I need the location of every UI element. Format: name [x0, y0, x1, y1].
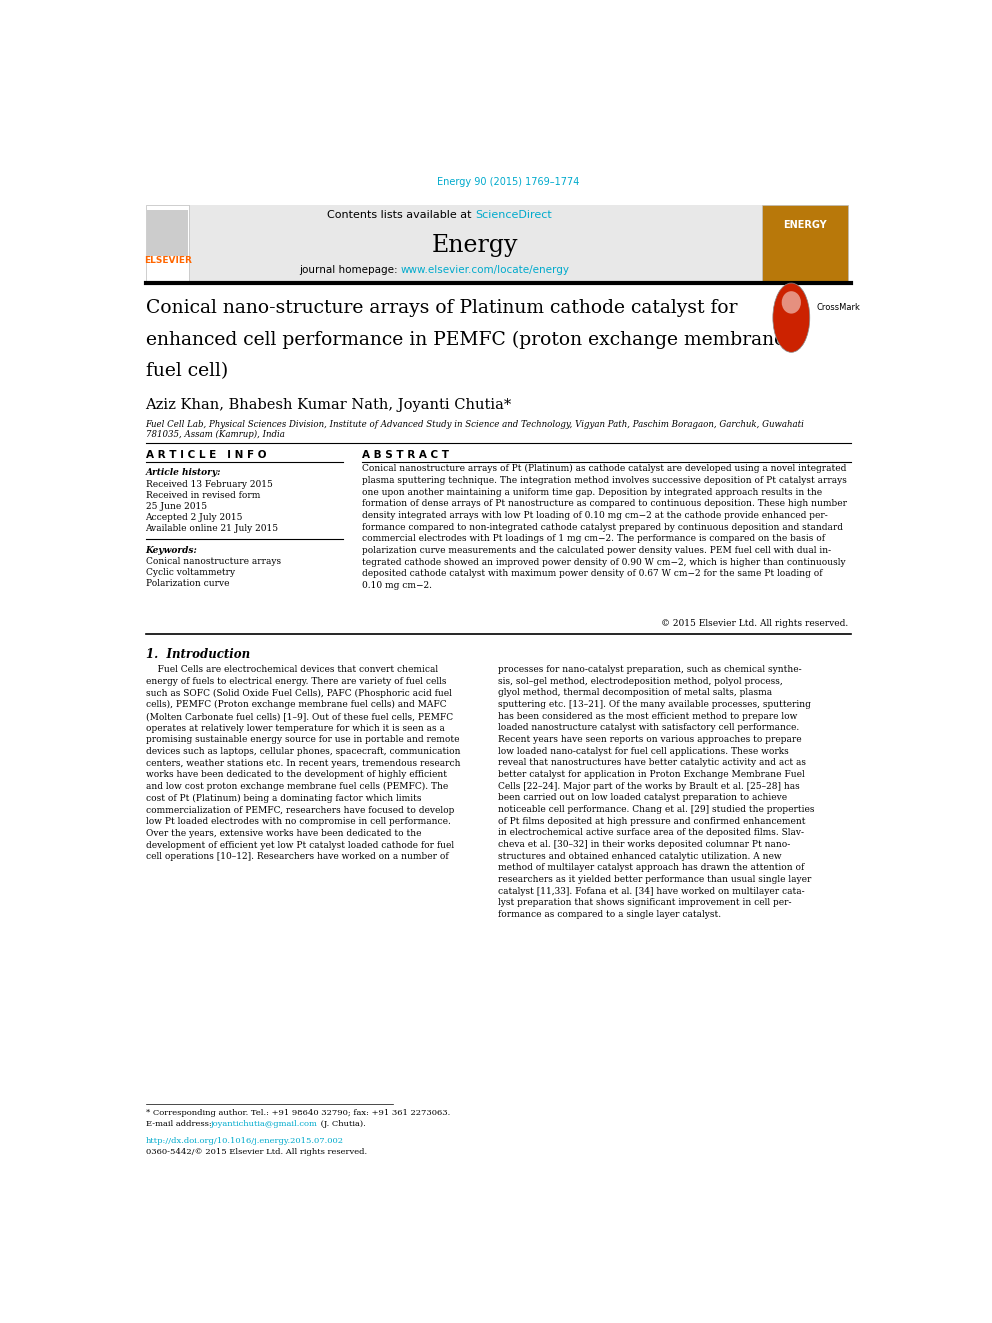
Text: 781035, Assam (Kamrup), India: 781035, Assam (Kamrup), India: [146, 430, 285, 439]
Text: Energy: Energy: [433, 234, 519, 257]
Text: Energy 90 (2015) 1769–1774: Energy 90 (2015) 1769–1774: [437, 177, 579, 187]
FancyBboxPatch shape: [147, 209, 187, 255]
Text: Conical nanostructure arrays of Pt (Platinum) as cathode catalyst are developed : Conical nanostructure arrays of Pt (Plat…: [362, 464, 847, 590]
Text: Contents lists available at: Contents lists available at: [327, 209, 475, 220]
Text: Aziz Khan, Bhabesh Kumar Nath, Joyanti Chutia*: Aziz Khan, Bhabesh Kumar Nath, Joyanti C…: [146, 398, 512, 413]
Text: ScienceDirect: ScienceDirect: [475, 209, 553, 220]
Text: CrossMark: CrossMark: [816, 303, 861, 312]
Text: Keywords:: Keywords:: [146, 546, 197, 554]
Ellipse shape: [782, 291, 801, 314]
Text: 25 June 2015: 25 June 2015: [146, 501, 206, 511]
Text: A B S T R A C T: A B S T R A C T: [362, 450, 449, 460]
Text: (J. Chutia).: (J. Chutia).: [317, 1121, 365, 1129]
Text: processes for nano-catalyst preparation, such as chemical synthe-
sis, sol–gel m: processes for nano-catalyst preparation,…: [498, 665, 814, 919]
Text: Accepted 2 July 2015: Accepted 2 July 2015: [146, 513, 243, 523]
Text: www.elsevier.com/locate/energy: www.elsevier.com/locate/energy: [401, 265, 569, 275]
Text: Received in revised form: Received in revised form: [146, 491, 260, 500]
Text: ENERGY: ENERGY: [784, 220, 827, 230]
Text: Received 13 February 2015: Received 13 February 2015: [146, 480, 273, 488]
Text: Available online 21 July 2015: Available online 21 July 2015: [146, 524, 279, 533]
Text: joyantichutia@gmail.com: joyantichutia@gmail.com: [211, 1121, 317, 1129]
FancyBboxPatch shape: [189, 205, 762, 283]
Text: ELSEVIER: ELSEVIER: [144, 255, 191, 265]
Text: A R T I C L E   I N F O: A R T I C L E I N F O: [146, 450, 266, 460]
Text: Conical nanostructure arrays: Conical nanostructure arrays: [146, 557, 281, 566]
Text: Fuel Cell Lab, Physical Sciences Division, Institute of Advanced Study in Scienc: Fuel Cell Lab, Physical Sciences Divisio…: [146, 419, 805, 429]
Text: Conical nano-structure arrays of Platinum cathode catalyst for: Conical nano-structure arrays of Platinu…: [146, 299, 737, 318]
Text: enhanced cell performance in PEMFC (proton exchange membrane: enhanced cell performance in PEMFC (prot…: [146, 331, 785, 349]
FancyBboxPatch shape: [146, 205, 189, 283]
Ellipse shape: [773, 283, 809, 352]
Text: E-mail address:: E-mail address:: [146, 1121, 214, 1129]
Text: fuel cell): fuel cell): [146, 363, 228, 381]
Text: 1.  Introduction: 1. Introduction: [146, 648, 250, 660]
Text: 0360-5442/© 2015 Elsevier Ltd. All rights reserved.: 0360-5442/© 2015 Elsevier Ltd. All right…: [146, 1148, 367, 1156]
Text: http://dx.doi.org/10.1016/j.energy.2015.07.002: http://dx.doi.org/10.1016/j.energy.2015.…: [146, 1136, 343, 1144]
Text: Polarization curve: Polarization curve: [146, 579, 229, 589]
FancyBboxPatch shape: [762, 205, 848, 283]
Text: * Corresponding author. Tel.: +91 98640 32790; fax: +91 361 2273063.: * Corresponding author. Tel.: +91 98640 …: [146, 1109, 449, 1117]
Text: journal homepage:: journal homepage:: [299, 265, 401, 275]
Text: Article history:: Article history:: [146, 468, 221, 478]
Text: Fuel Cells are electrochemical devices that convert chemical
energy of fuels to : Fuel Cells are electrochemical devices t…: [146, 665, 460, 861]
Text: Cyclic voltammetry: Cyclic voltammetry: [146, 569, 235, 577]
Text: © 2015 Elsevier Ltd. All rights reserved.: © 2015 Elsevier Ltd. All rights reserved…: [661, 619, 848, 628]
